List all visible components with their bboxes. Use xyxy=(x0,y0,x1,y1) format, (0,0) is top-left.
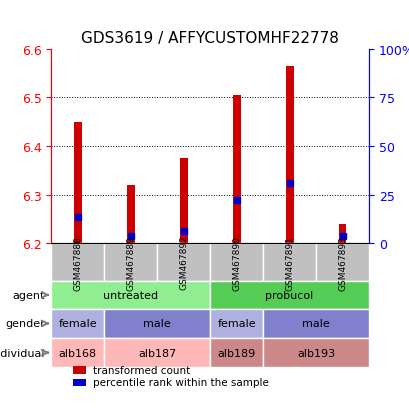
Bar xyxy=(126,185,134,244)
FancyBboxPatch shape xyxy=(263,244,315,281)
FancyBboxPatch shape xyxy=(104,244,157,281)
Text: GSM467889: GSM467889 xyxy=(126,235,135,290)
FancyBboxPatch shape xyxy=(104,309,210,338)
Bar xyxy=(338,225,346,244)
Bar xyxy=(232,96,240,244)
Text: male: male xyxy=(301,319,329,329)
FancyBboxPatch shape xyxy=(157,244,210,281)
FancyBboxPatch shape xyxy=(210,338,263,368)
FancyBboxPatch shape xyxy=(315,244,368,281)
Bar xyxy=(179,159,187,244)
FancyBboxPatch shape xyxy=(104,338,210,368)
Text: alb189: alb189 xyxy=(217,348,255,358)
FancyBboxPatch shape xyxy=(51,281,210,309)
FancyBboxPatch shape xyxy=(51,309,104,338)
Text: male: male xyxy=(143,319,171,329)
FancyBboxPatch shape xyxy=(210,281,368,309)
Bar xyxy=(74,122,81,244)
Text: GSM467891: GSM467891 xyxy=(284,235,293,290)
Text: percentile rank within the sample: percentile rank within the sample xyxy=(92,377,268,387)
Text: alb193: alb193 xyxy=(296,348,334,358)
Text: GSM467890: GSM467890 xyxy=(231,235,240,290)
Text: female: female xyxy=(58,319,97,329)
FancyBboxPatch shape xyxy=(210,309,263,338)
Text: gender: gender xyxy=(5,319,45,329)
FancyBboxPatch shape xyxy=(51,244,104,281)
Text: GSM467888: GSM467888 xyxy=(73,235,82,290)
Text: alb187: alb187 xyxy=(138,348,176,358)
FancyBboxPatch shape xyxy=(263,338,368,368)
Text: probucol: probucol xyxy=(265,290,313,300)
Text: individual: individual xyxy=(0,348,45,358)
FancyBboxPatch shape xyxy=(51,338,104,368)
Bar xyxy=(73,366,86,374)
Text: GSM467892: GSM467892 xyxy=(179,235,188,290)
Text: agent: agent xyxy=(13,290,45,300)
Text: alb168: alb168 xyxy=(58,348,97,358)
FancyBboxPatch shape xyxy=(210,244,263,281)
Text: untreated: untreated xyxy=(103,290,158,300)
Text: female: female xyxy=(217,319,255,329)
Title: GDS3619 / AFFYCUSTOMHF22778: GDS3619 / AFFYCUSTOMHF22778 xyxy=(81,31,338,45)
FancyBboxPatch shape xyxy=(263,309,368,338)
Bar xyxy=(73,379,86,386)
Text: GSM467893: GSM467893 xyxy=(337,235,346,290)
Text: transformed count: transformed count xyxy=(92,365,189,375)
Bar xyxy=(285,66,293,244)
